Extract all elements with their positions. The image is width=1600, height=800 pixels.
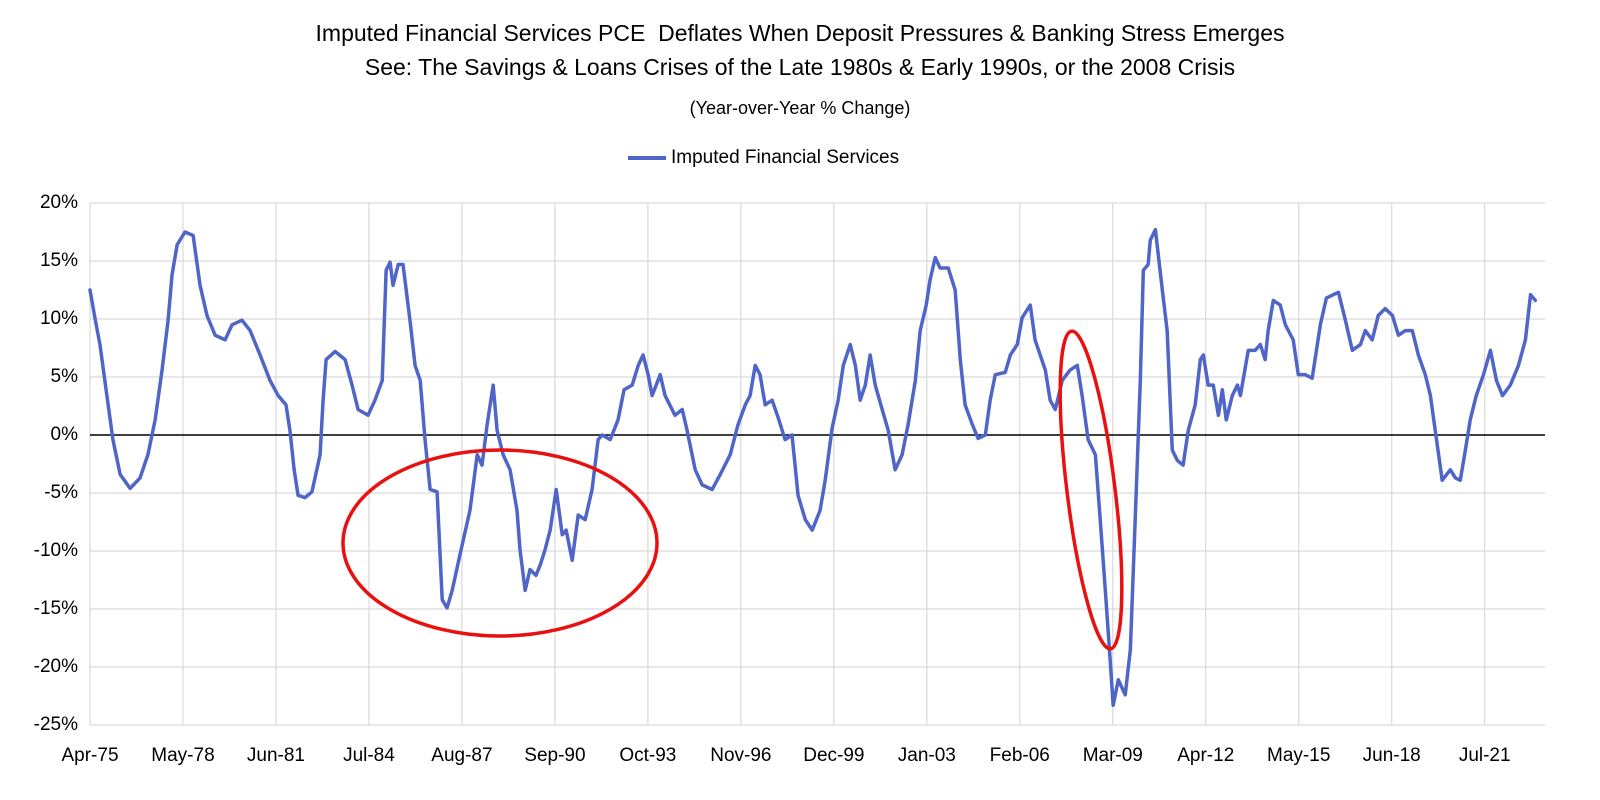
x-tick-label: Nov-96 [710, 745, 771, 766]
y-tick-label: 20% [40, 192, 78, 213]
chart-title-line-2: See: The Savings & Loans Crises of the L… [365, 54, 1235, 80]
x-tick-label: Sep-90 [524, 745, 585, 766]
x-tick-label: Jun-81 [247, 745, 305, 766]
series-line [88, 227, 1538, 708]
annotation-ellipse [341, 448, 659, 638]
y-tick-label: -10% [34, 540, 78, 561]
x-tick-label: Aug-87 [431, 745, 492, 766]
x-tick-label: Mar-09 [1083, 745, 1143, 766]
grid [89, 202, 1545, 726]
y-tick-label: -20% [34, 656, 78, 677]
x-tick-label: Jan-03 [898, 745, 956, 766]
legend: Imputed Financial Services [628, 147, 899, 168]
y-tick-label: 15% [40, 250, 78, 271]
x-tick-label: Oct-93 [619, 745, 676, 766]
x-tick-label: Jun-18 [1363, 745, 1421, 766]
chart-title: Imputed Financial Services PCE Deflates … [316, 20, 1285, 46]
y-tick-label: 5% [51, 366, 79, 387]
plot [88, 227, 1538, 708]
annotation-ellipse [1058, 329, 1124, 651]
y-tick-label: -15% [34, 598, 78, 619]
y-tick-label: 0% [51, 424, 79, 445]
x-tick-label: May-15 [1267, 745, 1330, 766]
y-tick-label: -5% [44, 482, 78, 503]
x-tick-label: Feb-06 [990, 745, 1050, 766]
legend-label: Imputed Financial Services [671, 147, 899, 168]
x-tick-label: Jul-21 [1459, 745, 1511, 766]
chart-subtitle: (Year-over-Year % Change) [690, 98, 911, 118]
x-tick-label: May-78 [151, 745, 214, 766]
x-tick-label: Apr-12 [1177, 745, 1234, 766]
y-tick-label: 10% [40, 308, 78, 329]
x-tick-label: Dec-99 [803, 745, 864, 766]
x-tick-label: Jul-84 [343, 745, 395, 766]
y-tick-label: -25% [34, 714, 78, 735]
x-tick-label: Apr-75 [61, 745, 118, 766]
